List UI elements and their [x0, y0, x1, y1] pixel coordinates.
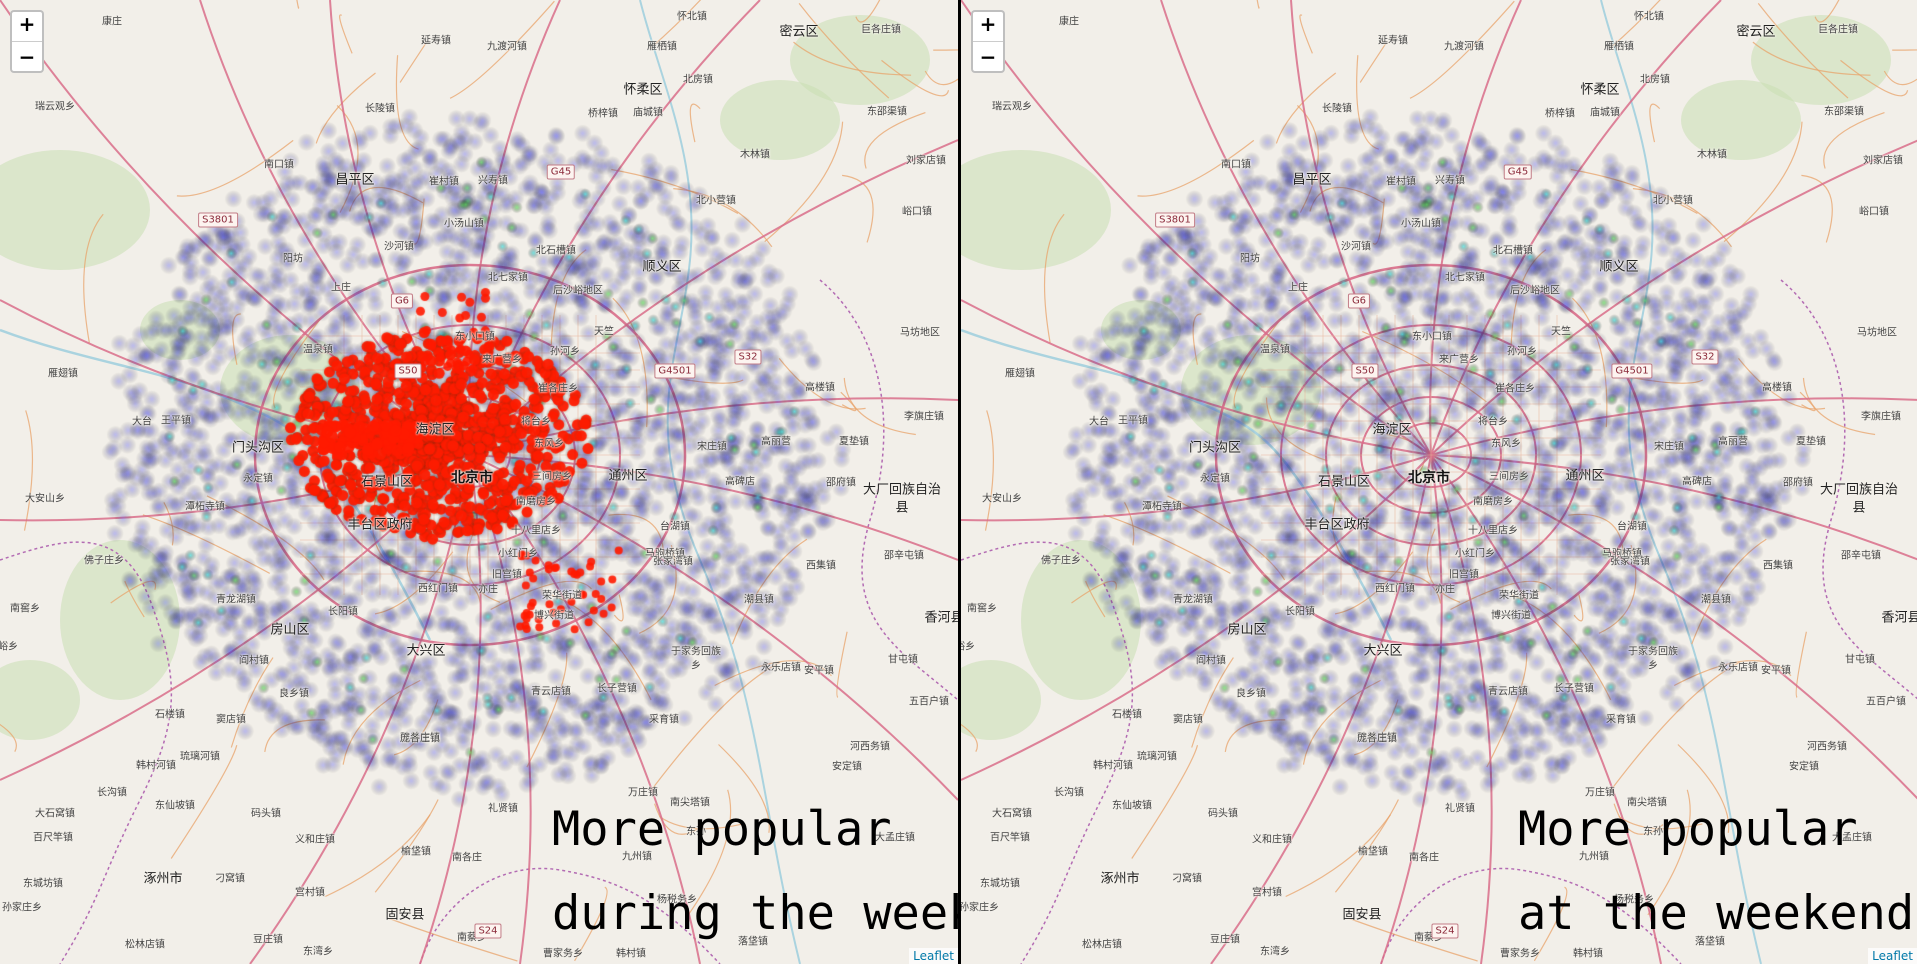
zoom-in-button[interactable]: +: [979, 12, 997, 36]
road-shield: S32: [734, 349, 762, 365]
road-shield: G45: [546, 164, 576, 180]
road-shield: G6: [390, 293, 414, 309]
caption-line-2: during the week: [552, 886, 958, 941]
zoom-out-button[interactable]: −: [973, 41, 1003, 71]
road-shield: S50: [394, 363, 422, 379]
zoom-in-button[interactable]: +: [18, 12, 36, 36]
road-shield: S3801: [1155, 212, 1195, 228]
leaflet-link[interactable]: Leaflet: [913, 949, 954, 963]
road-shield: G4501: [1611, 363, 1653, 379]
park-area: [1681, 80, 1801, 160]
caption-line-1: More popular: [552, 802, 892, 857]
park-area: [60, 540, 180, 700]
map-panel-weekend[interactable]: 康庄 怀北镇 密云区 巨各庄镇 延寿镇 九渡河镇 雁栖镇 北房镇 怀柔区 长陵镇 桥梓镇 庙城镇 东邵渠…: [961, 0, 1917, 964]
road-shield: G6: [1347, 293, 1371, 309]
park-area: [720, 80, 840, 160]
road-shield: S3801: [198, 212, 238, 228]
zoom-out-button[interactable]: −: [12, 41, 42, 71]
park-area: [140, 300, 220, 360]
zoom-control: + −: [971, 10, 1005, 73]
zoom-control: + −: [10, 10, 44, 73]
road-shield: S24: [474, 923, 502, 939]
road-shield: G4501: [654, 363, 696, 379]
attribution: Leaflet: [1868, 948, 1917, 964]
road-shield: S50: [1351, 363, 1379, 379]
leaflet-link[interactable]: Leaflet: [1872, 949, 1913, 963]
caption-line-1: More popular: [1518, 802, 1858, 857]
road-shield: S24: [1431, 923, 1459, 939]
road-shield: S32: [1691, 349, 1719, 365]
attribution: Leaflet: [909, 948, 958, 964]
map-panel-weekday[interactable]: 康庄 怀北镇 密云区 巨各庄镇 延寿镇 九渡河镇 雁栖镇 北房镇 怀柔区 长陵镇 桥梓镇 庙城镇 东邵渠…: [0, 0, 958, 964]
caption-line-2: at the weekends: [1518, 886, 1917, 941]
park-area: [1021, 540, 1141, 700]
road-shield: G45: [1503, 164, 1533, 180]
park-area: [1101, 300, 1181, 360]
panel-divider: [958, 0, 961, 964]
